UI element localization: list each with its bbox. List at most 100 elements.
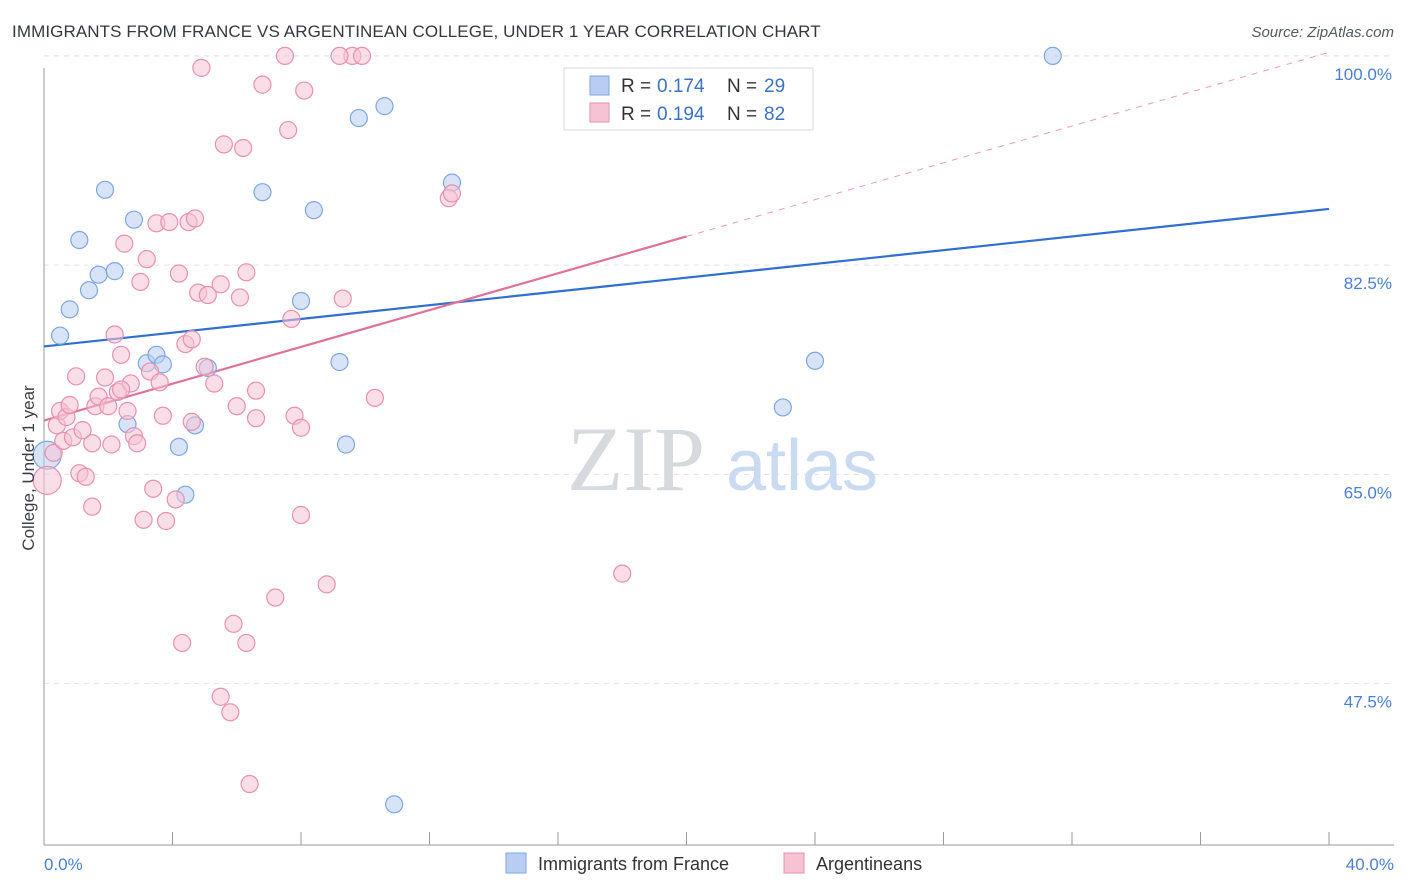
legend-r-value-france: 0.174 [657,76,705,97]
argentineans-point-17 [102,435,121,454]
trend-line-argentineans [43,235,687,422]
legend-r-value-argentineans: 0.194 [657,104,705,125]
france-point-21 [336,435,356,454]
argentineans-point-79 [195,357,214,376]
y-axis-label: College, Under 1 year [19,385,38,551]
argentineans-point-16 [99,397,118,416]
argentineans-point-75 [275,46,295,66]
legend-r-label-argentineans: R = [621,104,651,125]
argentineans-point-35 [166,490,185,509]
argentineans-point-78 [137,250,156,269]
argentineans-point-8 [67,367,86,386]
france-point-2 [60,300,79,319]
argentineans-point-12 [83,497,102,516]
series-france-points [32,46,1062,814]
argentineans-point-10 [76,467,95,486]
argentineans-point-45 [198,285,217,305]
legend-n-value-argentineans: 82 [764,104,785,125]
chart-source: Source: ZipAtlas.com [1251,24,1394,41]
argentineans-point-74 [613,564,632,583]
argentineans-point-40 [182,412,201,431]
legend-r-label-france: R = [621,76,651,97]
argentineans-point-27 [134,510,153,529]
legend-n-label-france: N = [727,76,757,97]
argentineans-point-20 [111,345,131,364]
chart-title: IMMIGRANTS FROM FRANCE VS ARGENTINEAN CO… [12,22,821,41]
argentineans-point-46 [205,374,224,393]
legend: R = 0.174 N = 29 R = 0.194 N = 82 [563,67,814,131]
france-point-24 [385,795,404,814]
x-tick-label-max: 40.0% [1346,855,1394,874]
y-tick-labels: 47.5% 65.0% 82.5% 100.0% [1334,65,1392,712]
argentineans-point-18 [105,325,124,344]
argentineans-point-54 [234,138,253,158]
france-point-27 [805,351,825,370]
argentineans-point-49 [214,135,233,154]
france-point-6 [95,180,115,199]
argentineans-point-21 [115,234,134,253]
argentineans-point-48 [211,275,230,294]
argentineans-point-60 [266,588,285,607]
argentineans-point-22 [118,401,137,421]
france-point-9 [124,210,144,229]
france-point-26 [773,398,792,417]
watermark-atlas: atlas [726,426,878,506]
bottom-legend-swatch-france [505,852,527,874]
argentineans-point-44 [192,58,211,77]
y-tick-label-0: 47.5% [1344,693,1392,712]
france-point-19 [304,201,323,220]
trend-line-argentineans-extension [686,51,1330,237]
bottom-legend: Immigrants from France Argentineans [505,852,922,874]
argentineans-point-80 [73,421,92,440]
argentineans-point-29 [144,479,163,498]
argentineans-point-33 [156,511,176,531]
x-tick-label-min: 0.0% [44,855,83,874]
argentineans-point-41 [182,330,201,349]
bottom-legend-label-france: Immigrants from France [538,854,729,874]
argentineans-point-59 [253,75,272,94]
argentineans-point-81 [246,381,266,400]
france-point-7 [105,262,124,281]
argentineans-point-42 [185,209,205,228]
france-point-23 [375,97,394,116]
argentineans-point-62 [282,309,301,329]
argentineans-point-57 [240,774,259,794]
argentineans-point-66 [295,81,314,100]
argentineans-point-36 [169,264,189,283]
argentineans-point-25 [128,434,147,453]
y-tick-label-3: 100.0% [1334,65,1392,84]
argentineans-point-31 [150,373,169,392]
france-point-28 [1043,46,1062,66]
france-point-22 [349,108,368,128]
france-point-20 [330,352,349,372]
legend-swatch-france [589,75,610,96]
argentineans-point-71 [365,388,384,407]
watermark-zip: ZIP [567,408,705,510]
argentineans-point-61 [279,120,298,140]
series-argentineans-points [32,46,632,794]
france-point-13 [169,437,189,456]
argentineans-point-32 [153,406,172,425]
argentineans-point-70 [352,46,372,66]
y-tick-label-2: 82.5% [1344,274,1392,293]
france-point-4 [79,281,99,300]
argentineans-point-51 [224,614,243,633]
legend-swatch-argentineans [589,102,610,123]
argentineans-point-15 [95,368,115,387]
trend-line-france [43,207,1330,348]
argentineans-point-67 [317,575,336,594]
legend-n-value-france: 29 [764,76,785,97]
bottom-legend-swatch-argentineans [783,852,805,874]
y-tick-label-1: 65.0% [1344,483,1392,502]
argentineans-point-65 [291,418,311,437]
argentineans-point-64 [291,505,311,525]
argentineans-point-0 [32,465,62,495]
argentineans-point-55 [237,633,256,653]
argentineans-point-50 [221,703,240,722]
france-point-17 [253,183,272,202]
argentineans-point-77 [111,380,131,399]
argentineans-point-56 [237,263,256,282]
argentineans-point-76 [330,46,349,66]
argentineans-point-6 [60,395,79,415]
